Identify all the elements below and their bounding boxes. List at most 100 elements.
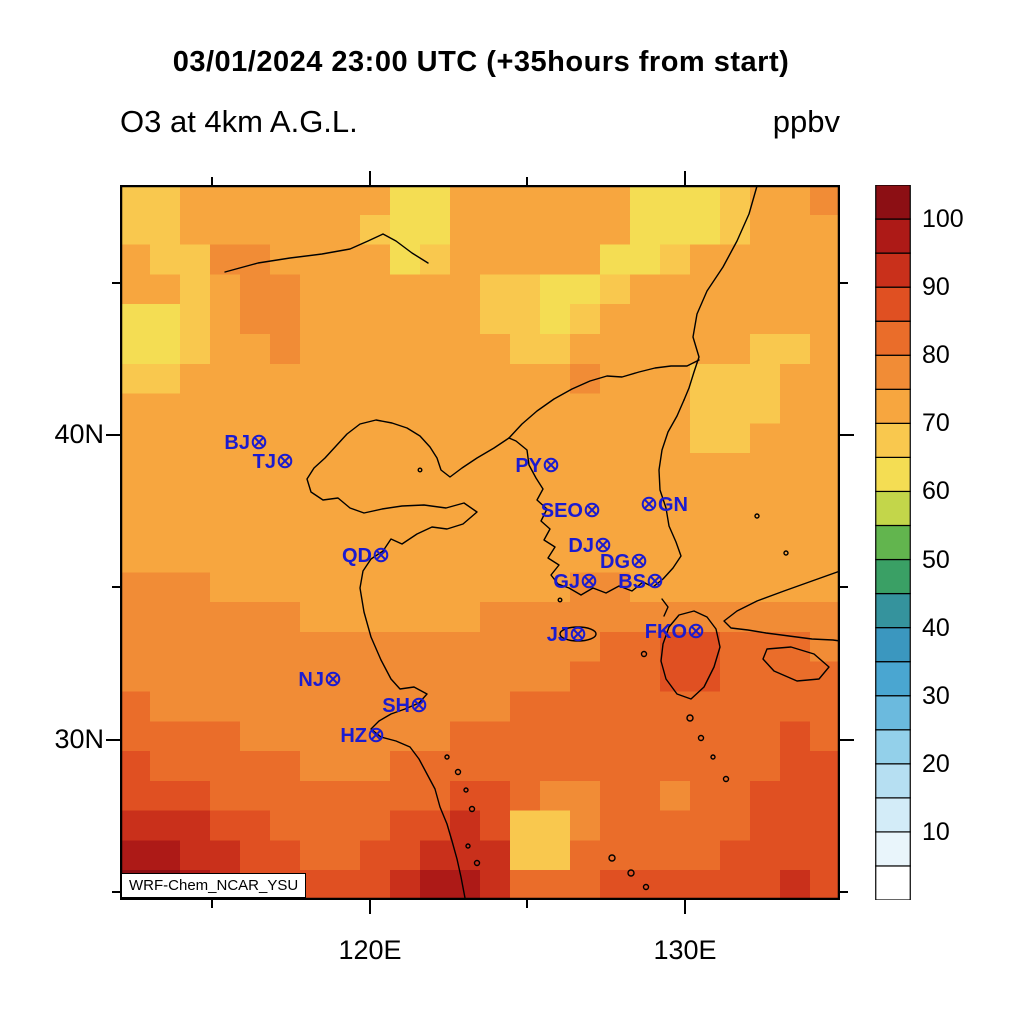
grid-cell (300, 333, 331, 365)
grid-cell (750, 542, 781, 573)
grid-cell (720, 453, 751, 484)
grid-cell (570, 751, 601, 782)
grid-cell (750, 214, 781, 246)
grid-cell (330, 333, 361, 365)
grid-cell (420, 572, 451, 603)
grid-cell (210, 185, 241, 216)
grid-cell (600, 244, 631, 275)
grid-cell (360, 572, 391, 603)
grid-cell (600, 780, 631, 812)
grid-cell (210, 780, 241, 812)
grid-cell (120, 840, 151, 871)
island-kyushu (660, 610, 721, 700)
grid-cell (480, 453, 511, 484)
colorbar-tick-label: 30 (922, 681, 950, 710)
grid-cell (390, 393, 421, 424)
subtitle-row: O3 at 4km A.G.L. ppbv (120, 104, 840, 140)
grid-cell (120, 363, 151, 395)
grid-cell (390, 572, 421, 603)
grid-cell (450, 333, 481, 365)
grid-cell (120, 780, 151, 812)
grid-cell (720, 214, 751, 246)
grid-cell (570, 780, 601, 812)
grid-cell (360, 363, 391, 395)
grid-cell (720, 661, 751, 693)
grid-cell (630, 602, 661, 633)
units-label: ppbv (772, 104, 840, 139)
grid-cell (690, 721, 721, 752)
grid-cell (570, 333, 601, 365)
grid-cell (150, 631, 181, 663)
grid-cell (300, 602, 331, 633)
grid-cell (450, 363, 481, 395)
grid-cell (660, 185, 691, 216)
grid-cell (150, 691, 181, 722)
grid-cell (690, 512, 721, 544)
grid-cell (390, 810, 421, 842)
grid-cell (330, 542, 361, 573)
grid-cell (150, 185, 181, 216)
grid-cell (750, 721, 781, 752)
grid-cell (180, 572, 211, 603)
grid-cell (270, 423, 301, 454)
grid-cell (210, 691, 241, 722)
grid-cell (450, 185, 481, 216)
grid-cell (270, 572, 301, 603)
colorbar-segment (875, 388, 911, 424)
grid-cell (270, 304, 301, 335)
grid-cell (720, 274, 751, 305)
grid-cell (600, 185, 631, 216)
variable-label: O3 at 4km A.G.L. (120, 104, 358, 139)
grid-cell (210, 304, 241, 335)
axis-tick (526, 177, 528, 185)
grid-cell (150, 423, 181, 454)
grid-cell (630, 333, 661, 365)
grid-cell (480, 840, 511, 871)
grid-cell (780, 691, 811, 722)
grid-cell (630, 751, 661, 782)
grid-cell (390, 602, 421, 633)
grid-cell (450, 512, 481, 544)
grid-cell (600, 393, 631, 424)
grid-cell (570, 691, 601, 722)
grid-cell (150, 393, 181, 424)
grid-cell (180, 482, 211, 514)
grid-cell (120, 751, 151, 782)
grid-cell (240, 244, 271, 275)
grid-cell (660, 512, 691, 544)
grid-cell (480, 721, 511, 752)
grid-cell (120, 661, 151, 693)
grid-cell (540, 721, 571, 752)
grid-cell (270, 721, 301, 752)
grid-cell (630, 244, 661, 275)
grid-cell (660, 870, 691, 900)
grid-cell (240, 512, 271, 544)
grid-cell (210, 810, 241, 842)
grid-cell (120, 393, 151, 424)
grid-cell (270, 363, 301, 395)
grid-cell (180, 691, 211, 722)
grid-cell (780, 542, 811, 573)
grid-cell (360, 602, 391, 633)
station-seo: SEO (541, 500, 600, 522)
grid-cell (720, 810, 751, 842)
colorbar-segment (875, 695, 911, 731)
grid-cell (390, 631, 421, 663)
grid-cell (150, 751, 181, 782)
grid-cell (150, 512, 181, 544)
grid-cell (750, 661, 781, 693)
grid-cell (750, 751, 781, 782)
grid-cell (240, 214, 271, 246)
grid-cell (600, 661, 631, 693)
grid-cell (510, 602, 541, 633)
grid-cell (540, 274, 571, 305)
grid-cell (540, 691, 571, 722)
grid-cell (660, 453, 691, 484)
grid-cell (120, 423, 151, 454)
grid-cell (450, 691, 481, 722)
axis-tick (840, 586, 848, 588)
grid-cell (540, 423, 571, 454)
grid-cell (150, 840, 181, 871)
station-jj: JJ (547, 624, 586, 646)
station-label: BJ (224, 432, 250, 454)
